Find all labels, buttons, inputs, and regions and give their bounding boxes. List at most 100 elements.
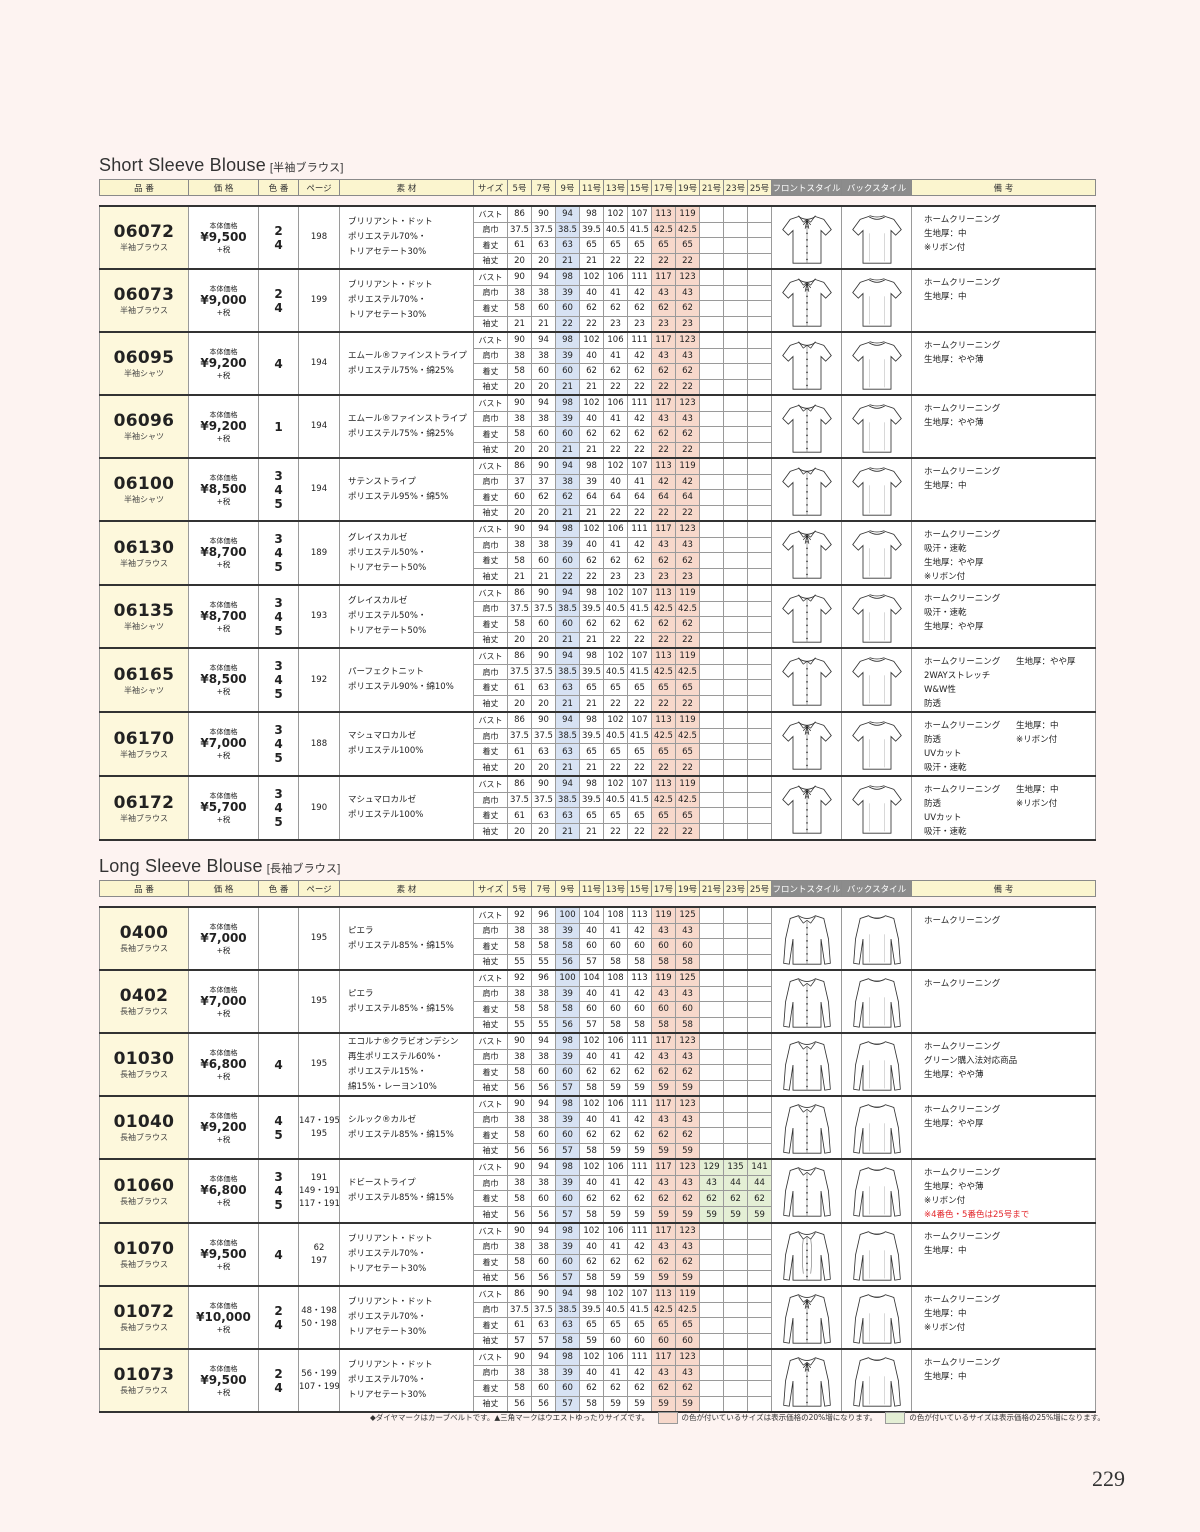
size-value: 22 bbox=[579, 568, 604, 586]
size-value bbox=[699, 1222, 724, 1240]
note-text: 生地厚：中 bbox=[924, 1372, 967, 1382]
material-cell: グレイスカルゼ ポリエステル50%・ トリアセテート50% bbox=[339, 520, 474, 586]
material-line: トリアセテート30% bbox=[348, 247, 427, 257]
size-value bbox=[699, 922, 724, 939]
size-value: 23 bbox=[603, 315, 628, 333]
price-value: ¥5,700 bbox=[200, 800, 247, 814]
catalog-page: 195 bbox=[310, 1128, 328, 1139]
size-measure-label: 袖丈 bbox=[473, 568, 508, 586]
tax-label: +税 bbox=[216, 1324, 231, 1334]
note-text: 吸汗・速乾 bbox=[924, 544, 967, 554]
blouse-back-icon bbox=[843, 273, 911, 329]
size-value: 62 bbox=[651, 616, 676, 633]
notes-cell: ホームクリーニング 生地厚：やや薄 bbox=[911, 394, 1096, 459]
material-cell: ブリリアント・ドット ポリエステル70%・ トリアセテート30% bbox=[339, 268, 474, 333]
size-value: 106 bbox=[603, 394, 628, 412]
size-value bbox=[699, 237, 724, 254]
size-value: 62 bbox=[675, 363, 700, 380]
size-measure-label: 肩巾 bbox=[473, 473, 508, 490]
size-value bbox=[699, 426, 724, 443]
size-value: 106 bbox=[603, 331, 628, 349]
size-value bbox=[723, 631, 748, 649]
size-value: 65 bbox=[651, 1317, 676, 1334]
color-number: 3 bbox=[274, 723, 283, 737]
size-value: 38 bbox=[531, 1048, 556, 1065]
catalog-page: 194 bbox=[310, 484, 328, 494]
size-value: 37.5 bbox=[507, 221, 532, 238]
size-value: 22 bbox=[675, 504, 700, 522]
catalog-page: 195 bbox=[310, 933, 328, 943]
size-value: 62 bbox=[627, 1380, 652, 1397]
price-value: ¥9,500 bbox=[200, 1372, 247, 1387]
material-line: トリアセテート30% bbox=[348, 310, 427, 320]
size-value: 58 bbox=[507, 1064, 532, 1081]
product-type: 半袖シャツ bbox=[124, 495, 164, 504]
size-value: 56 bbox=[507, 1206, 532, 1224]
size-value: 63 bbox=[531, 1317, 556, 1334]
material-line: ピエラ bbox=[348, 988, 374, 999]
color-number: 2 bbox=[274, 223, 283, 238]
size-value: 56 bbox=[507, 1395, 532, 1413]
blouse-back-icon bbox=[843, 525, 911, 581]
front-style-cell bbox=[771, 1285, 842, 1350]
note-text: 生地厚：やや厚 bbox=[924, 558, 984, 568]
size-value: 61 bbox=[507, 743, 532, 761]
material-line: ポリエステル15%・ bbox=[348, 1066, 427, 1077]
size-value: 98 bbox=[579, 584, 604, 602]
size-value bbox=[723, 1142, 748, 1160]
size-value: 21 bbox=[531, 315, 556, 333]
blouse-front-ribbon-icon bbox=[773, 210, 841, 266]
size-value bbox=[723, 268, 748, 286]
tax-label: +税 bbox=[216, 945, 231, 955]
size-value: 22 bbox=[675, 378, 700, 396]
size-value: 62 bbox=[579, 1127, 604, 1144]
material-line: ブリリアント・ドット bbox=[348, 280, 433, 290]
size-value bbox=[747, 1032, 772, 1050]
size-value: 40 bbox=[579, 284, 604, 301]
notes-cell: ホームクリーニング 生地厚：中 防透 ※リボン付 UVカット 吸汗・速乾 bbox=[911, 711, 1096, 777]
color-numbers-cell: 4 bbox=[258, 331, 299, 396]
size-value bbox=[699, 1269, 724, 1287]
size-value bbox=[699, 616, 724, 633]
size-value bbox=[723, 774, 748, 793]
price-cell: 本体価格 ¥7,000 +税 bbox=[188, 906, 259, 971]
product-code-cell: 06130 半袖ブラウス bbox=[99, 520, 189, 586]
size-value bbox=[747, 410, 772, 427]
size-value: 41.5 bbox=[627, 1301, 652, 1318]
note-line: 生地厚：中 bbox=[924, 227, 1095, 241]
size-value: 59 bbox=[627, 1395, 652, 1413]
section-title: Short Sleeve Blouse [半袖ブラウス] bbox=[99, 155, 344, 176]
size-value: 22 bbox=[627, 378, 652, 396]
column-header: 価 格 bbox=[188, 179, 259, 196]
product-code-cell: 06095 半袖シャツ bbox=[99, 331, 189, 396]
size-value: 23 bbox=[627, 315, 652, 333]
table-row: 袖丈 20 20 21 21 22 22 22 22 bbox=[100, 759, 1096, 777]
size-value: 141 bbox=[747, 1157, 772, 1176]
size-value bbox=[747, 1079, 772, 1097]
size-value: 59 bbox=[675, 1206, 700, 1224]
size-value: 59 bbox=[699, 1206, 724, 1224]
size-value bbox=[699, 363, 724, 380]
size-measure-label: 袖丈 bbox=[473, 759, 508, 777]
size-value: 117 bbox=[651, 268, 676, 286]
size-value bbox=[747, 953, 772, 971]
page-number: 229 bbox=[1092, 1466, 1125, 1491]
size-value: 37.5 bbox=[531, 727, 556, 745]
size-value bbox=[723, 710, 748, 729]
size-value: 42 bbox=[627, 922, 652, 939]
blouse-front-ribbon-icon bbox=[773, 1353, 841, 1409]
note-line: ホームクリーニング bbox=[924, 528, 1095, 542]
table-row: 袖丈 55 55 56 57 58 58 58 58 bbox=[100, 953, 1096, 971]
size-value: 57 bbox=[579, 1016, 604, 1034]
size-value: 58 bbox=[627, 1016, 652, 1034]
tax-label: +税 bbox=[216, 623, 231, 633]
size-value: 106 bbox=[603, 1095, 628, 1113]
size-value: 63 bbox=[555, 679, 580, 697]
product-code: 06172 bbox=[113, 792, 175, 813]
blouse-back-icon bbox=[843, 716, 911, 772]
catalog-page: 194 bbox=[310, 421, 328, 431]
size-value: 65 bbox=[627, 237, 652, 254]
table-row: 01060 長袖ブラウス 本体価格 ¥6,800 +税 3 4 5 191 149・191 117・… bbox=[99, 1157, 1096, 1224]
size-value: 111 bbox=[627, 394, 652, 412]
